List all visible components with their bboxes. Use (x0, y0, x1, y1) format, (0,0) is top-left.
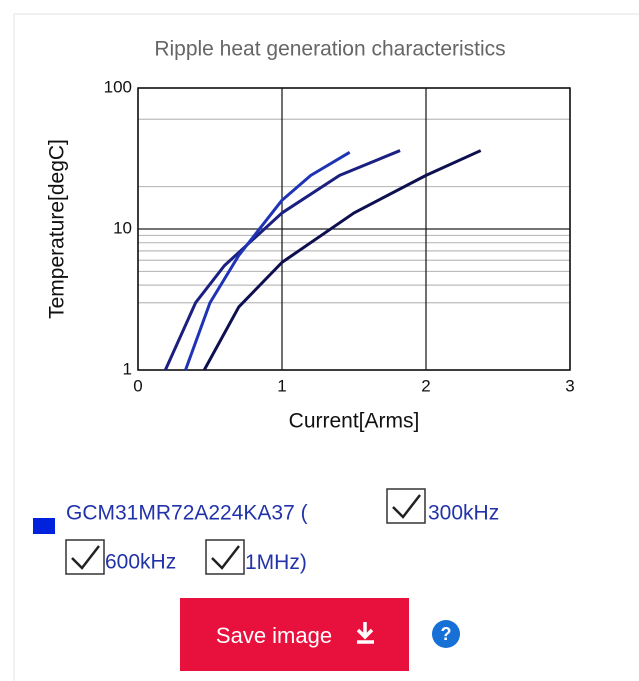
legend-entry: 600kHz (105, 551, 176, 574)
plot-frame (137, 87, 571, 371)
legend-entry: 1MHz) (245, 551, 307, 574)
legend-entry-name: 1MHz (245, 551, 300, 574)
checkbox-box[interactable] (386, 488, 426, 524)
checkmark (392, 494, 421, 519)
chart-title: Ripple heat generation characteristics (154, 38, 505, 61)
help-circle[interactable] (432, 620, 460, 648)
x-tick-label: 2 (421, 376, 430, 395)
x-tick-label: 3 (565, 376, 574, 395)
series-line (184, 150, 351, 371)
y-tick-label: 100 (104, 77, 132, 96)
y-tick-label: 10 (113, 218, 132, 237)
help-mark[interactable]: ? (441, 624, 452, 644)
checkbox[interactable] (205, 539, 245, 575)
series-line (202, 149, 482, 371)
y-tick-label: 1 (123, 359, 132, 378)
x-axis-label: Current[Arms] (289, 410, 420, 433)
checkmark (71, 545, 100, 570)
legend-swatch (33, 518, 55, 534)
checkmark (211, 545, 240, 570)
legend-part-number: GCM31MR72A224KA37 ( (66, 502, 308, 525)
checkbox-box[interactable] (205, 539, 245, 575)
save-button[interactable]: Save image (180, 598, 409, 671)
help-icon[interactable]: ? (432, 620, 460, 648)
legend-entry: 300kHz (428, 502, 499, 525)
legend-close: ) (300, 551, 307, 574)
save-button-label[interactable]: Save image (216, 623, 332, 648)
save-button-bg[interactable] (180, 598, 409, 671)
download-icon (356, 622, 374, 644)
checkbox-box[interactable] (65, 539, 105, 575)
x-tick-label: 0 (133, 376, 142, 395)
y-axis-label: Temperature[degC] (46, 139, 69, 319)
x-tick-label: 1 (277, 376, 286, 395)
checkbox[interactable] (386, 488, 426, 524)
checkbox[interactable] (65, 539, 105, 575)
